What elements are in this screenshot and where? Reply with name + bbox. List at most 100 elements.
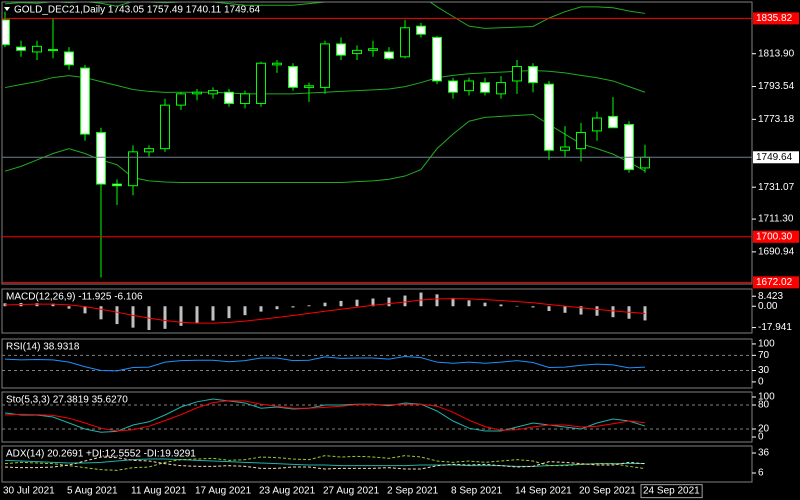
x-tick-label: 8 Sep 2021 xyxy=(451,486,503,497)
y-tick-label: 1690.94 xyxy=(758,247,795,258)
panel xyxy=(3,292,647,331)
candle-body xyxy=(464,80,474,92)
candle-body xyxy=(112,183,122,187)
y-tick-label: 20 xyxy=(758,424,770,435)
x-tick-label: 5 Aug 2021 xyxy=(67,486,118,497)
panel xyxy=(2,398,752,433)
y-tick-label: 0 xyxy=(758,432,764,443)
x-tick-label: 2 Sep 2021 xyxy=(387,486,439,497)
panel-frame xyxy=(1,1,753,285)
panel xyxy=(2,354,752,372)
series-line xyxy=(4,2,646,29)
candle-body xyxy=(256,62,266,105)
candle-body xyxy=(528,65,538,84)
chart-title: GOLD_DEC21,Daily 1743.05 1757.49 1740.11… xyxy=(14,5,261,16)
y-tick-label: 8.423 xyxy=(758,291,783,302)
histogram-bar xyxy=(339,300,343,307)
candle-body xyxy=(32,45,42,53)
candle-body xyxy=(560,146,570,151)
histogram-bar xyxy=(275,306,279,310)
y-tick-label: 100 xyxy=(758,339,775,350)
y-tick-label: -17.941 xyxy=(758,322,792,333)
histogram-bar xyxy=(307,305,311,307)
histogram-bar xyxy=(515,305,519,307)
histogram-bar xyxy=(419,292,423,307)
y-tick-label: 1731.07 xyxy=(758,182,795,193)
series-line xyxy=(4,113,646,183)
menu-arrow[interactable] xyxy=(4,7,10,11)
histogram-bar xyxy=(595,306,599,316)
candle-body xyxy=(240,93,250,105)
y-tick-label: 1813.90 xyxy=(758,48,795,59)
histogram-bar xyxy=(531,306,535,308)
candle-body xyxy=(176,93,186,106)
level-label: 1835.82 xyxy=(756,13,793,24)
histogram-bar xyxy=(563,306,567,313)
candle-body xyxy=(128,151,138,187)
candle-body xyxy=(448,80,458,93)
histogram-bar xyxy=(611,306,615,318)
candle-body xyxy=(496,82,506,95)
candle-body xyxy=(480,82,490,93)
series-line xyxy=(4,298,646,324)
x-tick-label: 20 Sep 2021 xyxy=(579,486,636,497)
candle-body xyxy=(400,27,410,58)
histogram-bar xyxy=(227,306,231,319)
x-tick-label: 23 Aug 2021 xyxy=(259,486,316,497)
candle-body xyxy=(512,65,522,82)
histogram-bar xyxy=(131,306,135,328)
candle-body xyxy=(80,67,90,135)
candle-body xyxy=(208,90,218,95)
series-line xyxy=(4,398,646,433)
candle-body xyxy=(288,65,298,88)
histogram-bar xyxy=(403,295,407,307)
price-label: 1749.64 xyxy=(756,152,793,163)
histogram-bar xyxy=(467,300,471,307)
panel-frame xyxy=(1,338,753,389)
candle-body xyxy=(624,123,634,171)
candle-body xyxy=(64,51,74,66)
x-tick-label: 14 Sep 2021 xyxy=(515,486,572,497)
candle-body xyxy=(304,85,314,88)
candle-body xyxy=(368,48,378,51)
panel-title: ADX(14) 20.2691 +DI:12.5552 -DI:19.9291 xyxy=(6,449,196,460)
candle-body xyxy=(352,49,362,55)
series-line xyxy=(4,458,646,467)
y-tick-label: 1711.30 xyxy=(758,214,794,225)
panel-frame xyxy=(1,391,753,443)
histogram-bar xyxy=(67,306,71,309)
histogram-bar xyxy=(195,306,199,323)
panel-title: MACD(12,26,9) -11.925 -6.106 xyxy=(6,292,143,303)
level-label-box xyxy=(753,276,799,289)
candle-body xyxy=(640,156,650,169)
y-tick-label: 0 xyxy=(758,377,764,388)
candle-body xyxy=(592,117,602,132)
level-label-box xyxy=(753,230,799,243)
x-tick-label: 24 Sep 2021 xyxy=(643,486,700,497)
series-line xyxy=(4,400,646,432)
histogram-bar xyxy=(483,302,487,307)
y-tick-label: 100 xyxy=(758,392,775,403)
x-tick-label: 27 Aug 2021 xyxy=(323,486,380,497)
histogram-bar xyxy=(243,306,247,316)
candle-body xyxy=(576,132,586,150)
histogram-bar xyxy=(211,306,215,321)
histogram-bar xyxy=(371,298,375,307)
panel-title: RSI(14) 38.9318 xyxy=(6,342,80,353)
histogram-bar xyxy=(115,306,119,325)
candle-body xyxy=(48,49,58,52)
candle-body xyxy=(144,148,154,153)
panel-frame xyxy=(1,445,753,483)
candle-body xyxy=(2,19,10,46)
series-line xyxy=(4,355,646,372)
y-tick-label: 36 xyxy=(758,448,770,459)
candle-body xyxy=(160,104,170,150)
histogram-bar xyxy=(163,306,167,329)
candle-body xyxy=(336,43,346,56)
time-label-box xyxy=(640,484,703,499)
histogram-bar xyxy=(547,306,551,311)
series-line xyxy=(4,455,646,471)
histogram-bar xyxy=(99,306,103,320)
